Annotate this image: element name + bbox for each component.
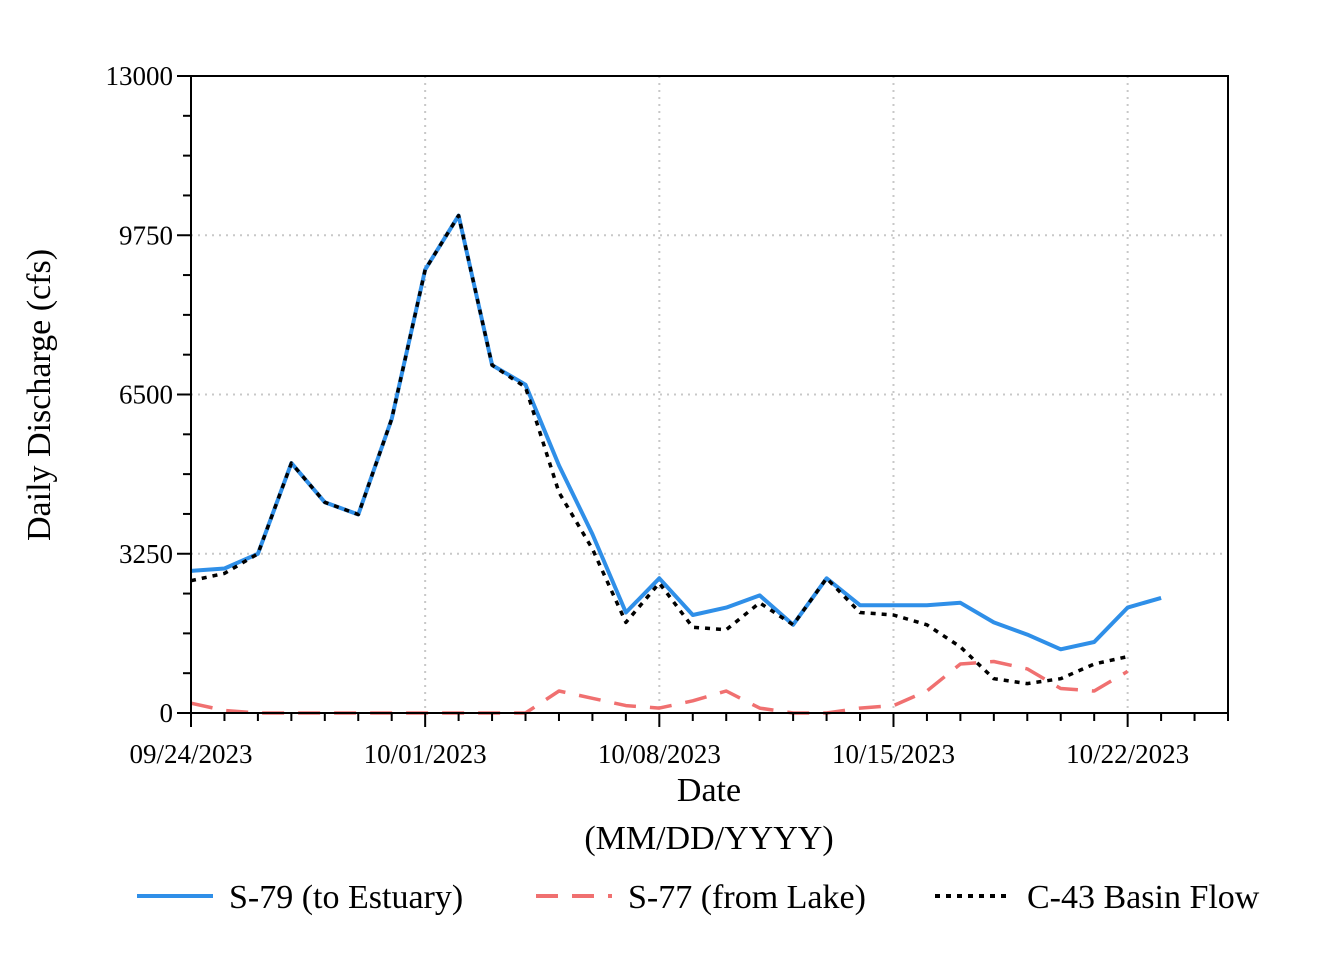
series-line-1: [190, 659, 1129, 715]
x-tick-label: 10/01/2023: [364, 739, 487, 769]
x-tick-label: 09/24/2023: [129, 739, 252, 769]
legend: S-79 (to Estuary) S-77 (from Lake) C-43 Ba…: [137, 879, 1260, 916]
x-tick-label: 10/22/2023: [1066, 739, 1189, 769]
grid-layer: [191, 76, 1228, 713]
x-axis-title: Date: [677, 772, 741, 809]
series-line-2: [190, 213, 1128, 686]
x-tick-label: 10/08/2023: [598, 739, 721, 769]
y-tick-label: 3250: [119, 539, 173, 569]
y-tick-label: 6500: [119, 380, 173, 410]
y-tick-label: 13000: [106, 61, 174, 91]
x-axis-subtitle: (MM/DD/YYYY): [584, 820, 833, 857]
axis-layer: 0 3250 6500 9750 13000 09/24/2023 10/01/2023 10…: [106, 61, 1229, 769]
legend-label: S-79 (to Estuary): [229, 879, 463, 916]
legend-label: C-43 Basin Flow: [1027, 879, 1260, 916]
series-line-0: [190, 213, 1162, 652]
legend-label: S-77 (from Lake): [628, 879, 866, 916]
y-tick-label: 0: [160, 698, 174, 728]
y-axis-title: Daily Discharge (cfs): [21, 249, 58, 541]
x-tick-label: 10/15/2023: [832, 739, 955, 769]
series-layer: [190, 213, 1162, 715]
y-tick-label: 9750: [119, 220, 173, 250]
